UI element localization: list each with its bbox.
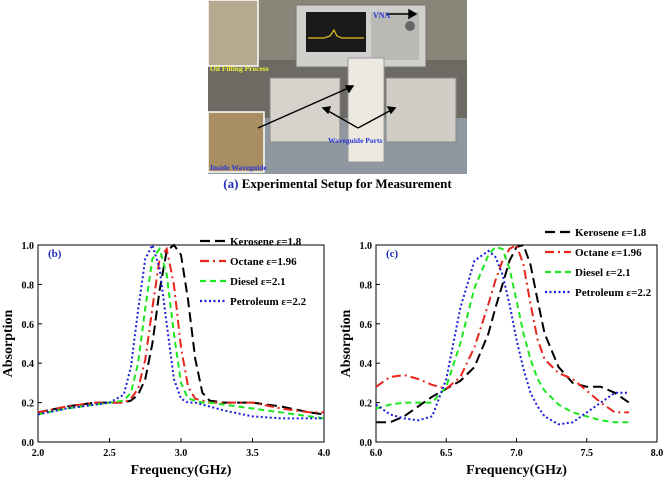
legend-label-kerosene: Kerosene ε=1.8 [230,236,302,248]
x-tick-label: 6.5 [440,448,453,459]
inside-waveguide-label: Inside Waveguide [210,163,267,172]
series-line-petroleum [375,249,629,426]
series-line-diesel [375,245,629,424]
waveguide-ports-label: Waveguide Ports [328,136,382,145]
y-tick-label: 0.2 [360,399,373,410]
y-tick-label: 1.0 [360,241,373,252]
x-tick-label: 6.0 [370,448,383,459]
panel-label: (b) [48,248,62,260]
legend-label-octane: Octane ε=1.96 [575,247,642,259]
y-axis-label: Absorption [1,309,16,377]
x-tick-label: 3.0 [175,448,188,459]
x-tick-label: 7.0 [510,448,523,459]
x-axis-label: Frequency(GHz) [466,463,567,478]
annotation-arrows [257,8,418,129]
x-tick-label: 3.5 [246,448,259,459]
series-line-petroleum [37,242,324,420]
y-axis-label: Absorption [339,309,354,377]
x-tick-label: 4.0 [318,448,331,459]
experimental-setup-photo: VNA Oil Filling Process Waveguide Ports … [208,0,467,174]
legend-label-kerosene: Kerosene ε=1.8 [575,227,647,239]
y-tick-label: 0.4 [22,359,35,370]
y-tick-label: 0.0 [22,438,35,449]
series-line-octane [375,243,629,414]
panel-label-a: (a) [223,176,239,191]
caption-text: Experimental Setup for Measurement [241,176,452,191]
oil-filling-inset [208,0,259,67]
legend-label-diesel: Diesel ε=2.1 [230,276,286,288]
y-tick-label: 0.6 [22,320,35,331]
series-line-kerosene [37,243,325,416]
x-tick-label: 2.5 [103,448,116,459]
oil-filling-label: Oil Filling Process [210,64,269,73]
x-tick-label: 2.0 [32,448,45,459]
x-tick-label: 7.5 [581,448,594,459]
series-line-diesel [37,246,325,420]
inside-waveguide-inset [208,111,265,173]
y-tick-label: 0.0 [360,438,373,449]
y-tick-label: 0.8 [360,280,373,291]
y-tick-label: 0.2 [22,399,35,410]
y-tick-label: 0.4 [360,359,373,370]
x-axis-label: Frequency(GHz) [131,463,232,478]
series-line-octane [37,246,324,414]
legend-label-petroleum: Petroleum ε=2.2 [230,296,307,308]
x-tick-label: 8.0 [651,448,664,459]
y-tick-label: 0.8 [22,280,35,291]
legend-label-diesel: Diesel ε=2.1 [575,267,631,279]
legend-label-octane: Octane ε=1.96 [230,256,297,268]
legend-label-petroleum: Petroleum ε=2.2 [575,287,652,299]
absorption-chart-b: 2.0 2.5 3.0 3.5 4.0 0.0 0.2 0.4 0.6 0.8 1.0 Frequen… [1,236,331,478]
absorption-chart-c: 6.0 6.5 7.0 7.5 8.0 0.0 0.2 0.4 0.6 0.8 1.0 Frequen… [339,227,664,478]
vna-instrument [295,4,427,68]
y-tick-label: 1.0 [22,241,35,252]
series-line-kerosene [376,243,630,424]
y-tick-label: 0.6 [360,320,373,331]
panel-label: (c) [386,248,399,260]
vna-label: VNA [373,11,391,20]
figure-a-caption: (a) Experimental Setup for Measurement [208,176,467,192]
